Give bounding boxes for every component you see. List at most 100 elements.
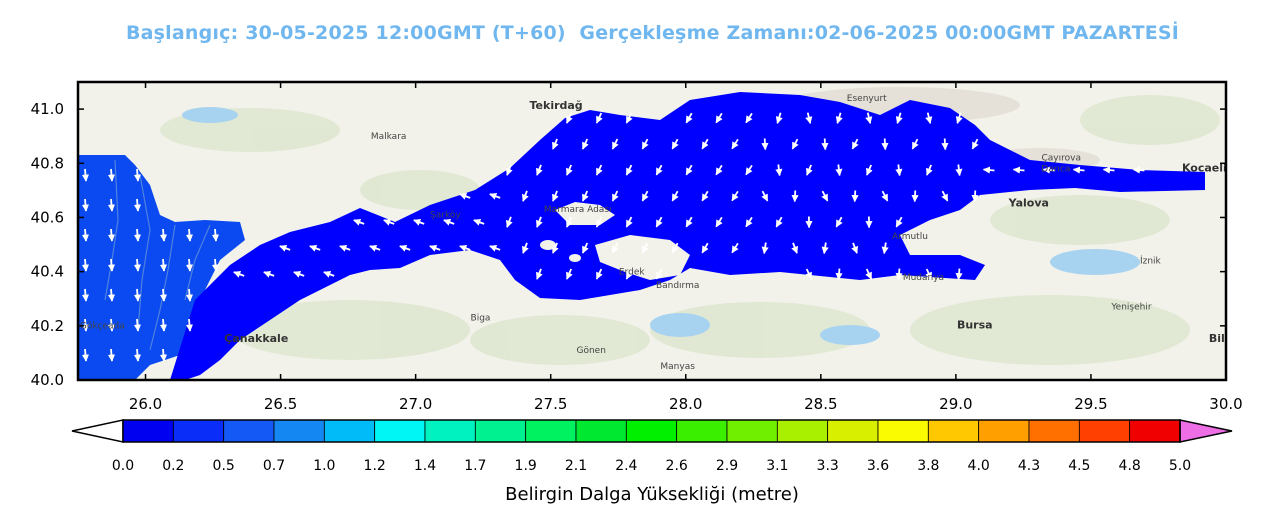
lakes [182,107,1140,345]
wave-arrow [805,112,813,125]
wave-arrow [761,138,769,151]
axis-ticks: 26.0 26.5 27.0 27.5 28.0 28.5 29.0 29.5 30.0 41.0… [31,82,1243,413]
wave-arrow [851,190,859,203]
colorbar-segment [625,419,678,443]
wave-arrow [413,218,425,226]
wave-arrow [745,216,753,228]
colorbar-segment [323,419,376,443]
wave-arrow [293,270,305,278]
colorbar-label: 3.1 [766,458,788,474]
wave-arrow [881,138,889,151]
colorbar-segment [223,419,275,443]
wave-arrow [895,216,903,228]
wave-arrow [565,112,573,124]
place-label: Bandırma [656,281,699,291]
wave-arrow [715,112,723,124]
wave-arrow [159,288,168,302]
map-area: Tekirdağ Malkara Esenyurt Şarköy ÇayırovaDar… [78,82,1227,380]
wave-arrow [611,190,619,202]
wave-arrow [835,112,843,124]
wave-arrow [263,270,275,278]
wave-arrow [81,288,90,302]
wave-arrow [881,190,889,202]
wave-arrow [625,112,633,124]
wave-arrow [595,164,603,176]
wave-arrow [536,164,543,176]
wave-arrow [279,244,291,252]
colorbar-segment [424,419,476,443]
place-label: Şarköy [430,210,461,220]
wave-arrow [806,164,813,176]
wave-arrow [625,268,633,280]
place-label: Kocaeli [1182,161,1227,174]
y-tick-label: 40.0 [31,371,64,389]
wave-arrow [81,318,90,332]
wave-arrow [552,242,559,254]
wave-arrow [685,164,693,176]
place-label: Biga [471,313,491,323]
place-label: Yalova [1008,197,1049,210]
wave-arrow [655,164,663,176]
wave-arrow [505,164,513,176]
wave-arrow [941,138,949,151]
wave-arrow [505,216,513,228]
wave-arrow [745,112,753,124]
place-label: Malkara [371,132,407,142]
x-tick-label: 26.0 [129,395,162,413]
wave-arrow [133,228,142,242]
colorbar-under-triangle [71,419,124,443]
colorbar-segment [927,419,980,443]
colorbar-label: 0.0 [112,458,134,474]
wave-arrow [185,228,194,242]
wave-arrow [107,348,116,362]
wave-arrow [595,112,603,124]
wave-arrow [521,242,529,254]
wave-arrow [211,228,220,242]
y-tick-label: 40.4 [31,263,64,281]
place-label: Bursa [957,319,993,332]
x-tick-label: 26.5 [264,395,297,413]
y-tick-label: 40.6 [31,208,64,226]
place-label: Darıca [1041,164,1070,174]
wave-arrow [1102,166,1115,174]
wave-arrow [955,164,963,177]
wave-arrow [865,112,873,125]
wave-arrow [641,242,649,254]
x-tick-label: 29.5 [1074,395,1107,413]
wave-arrow [81,348,90,362]
place-label: Yenişehir [1110,303,1151,313]
colorbar-label: 2.9 [716,458,738,474]
colorbar-label: 1.4 [414,458,436,474]
wave-arrow [835,268,843,281]
wave-arrow [581,190,589,202]
wave-arrow [685,112,693,124]
wave-arrow [671,190,679,202]
colorbar-title: Belirgin Dalga Yüksekliği (metre) [505,484,799,505]
wave-arrow [775,112,783,124]
x-tick-label: 30.0 [1209,395,1242,413]
wave-arrow [1072,166,1085,174]
wave-arrow [1012,166,1025,174]
wave-arrow [185,318,194,332]
wave-arrow [701,190,709,202]
colorbar-segment [122,419,174,443]
colorbar-label: 2.4 [615,458,637,474]
wave-arrow [211,258,220,272]
wave-arrow [81,228,90,242]
wave-arrow [565,268,573,280]
wave-arrow [459,244,471,252]
wave-arrow [971,190,979,203]
wave-arrow [835,164,843,177]
place-label: Erdek [619,267,645,277]
terrain-patches [160,95,1220,365]
wave-arrow [911,190,919,203]
colorbar-label: 3.8 [917,458,939,474]
colorbar-segment [374,419,426,443]
wave-arrow [971,138,979,150]
wave-arrow [895,164,903,177]
colorbar-label: 0.5 [213,458,235,474]
x-tick-label: 29.0 [939,395,972,413]
wave-arrow [81,258,90,272]
wave-arrow [443,218,455,226]
